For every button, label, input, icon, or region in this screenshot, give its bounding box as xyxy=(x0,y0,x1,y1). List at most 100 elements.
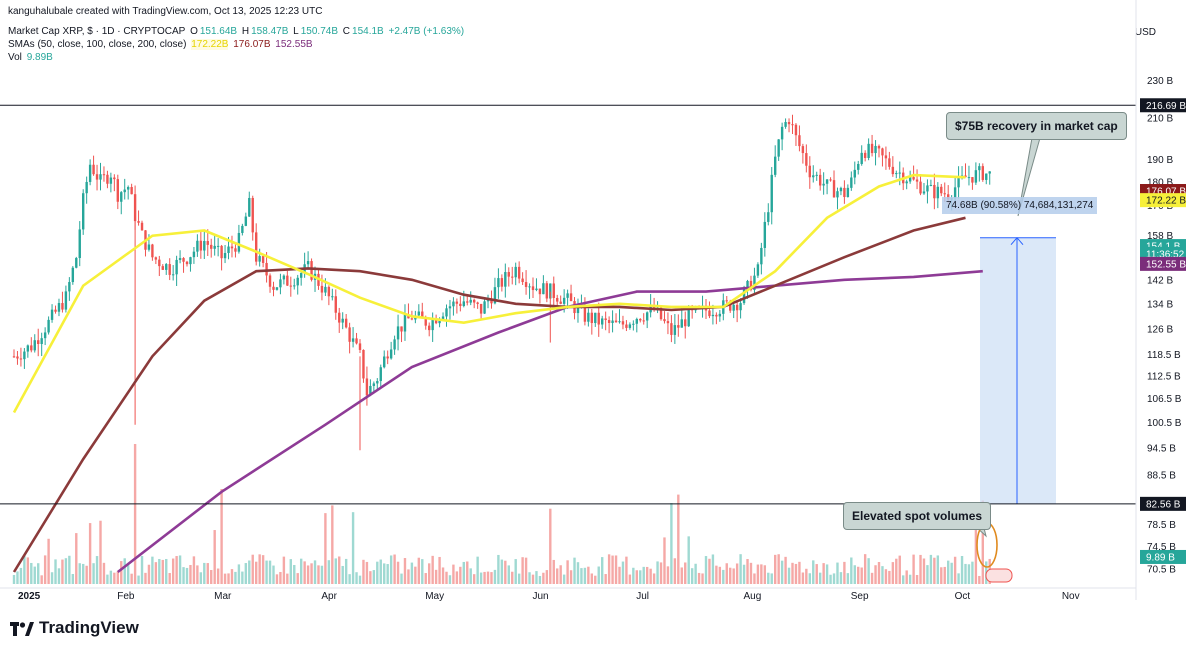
volume-bar xyxy=(794,563,798,584)
candle-body xyxy=(753,275,756,290)
candle-body xyxy=(857,163,860,170)
price-badge-label: 11:36:52 xyxy=(1146,249,1185,260)
candle-body xyxy=(825,179,829,184)
candle-body xyxy=(255,232,258,262)
candle-body xyxy=(182,258,185,262)
volume-bar xyxy=(403,558,407,584)
volume-bar xyxy=(241,571,244,584)
sma-legend[interactable]: SMAs (50, close, 100, close, 200, close)… xyxy=(8,39,315,50)
candle-body xyxy=(611,320,614,323)
vol-label: Vol xyxy=(8,52,22,63)
volume-bar xyxy=(978,575,981,584)
volume-bar xyxy=(50,572,54,584)
candle-body xyxy=(604,318,607,321)
volume-bar xyxy=(711,554,715,584)
candle-body xyxy=(289,285,292,287)
volume-bar xyxy=(203,562,206,584)
volume-bar xyxy=(165,558,168,584)
volume-bar xyxy=(562,574,566,584)
candle-body xyxy=(189,257,192,265)
candle-body xyxy=(915,179,919,182)
candle-body xyxy=(521,278,524,283)
price-badge-label: 172.22 B xyxy=(1146,196,1186,207)
volume-bar xyxy=(151,556,154,584)
volume-bar xyxy=(559,565,562,584)
volume-bar xyxy=(389,555,393,584)
volume-bar xyxy=(614,555,618,584)
volume-bar xyxy=(607,554,611,584)
volume-bar xyxy=(123,558,126,584)
candle-body xyxy=(836,191,839,198)
candle-body xyxy=(718,313,722,317)
volume-bar xyxy=(583,567,587,584)
candle-body xyxy=(725,300,728,302)
volume-bar xyxy=(729,567,732,584)
volume-bar xyxy=(331,505,334,584)
candle-body xyxy=(88,164,92,182)
volume-bar xyxy=(926,565,929,584)
sma100-value: 176.07B xyxy=(233,39,271,50)
volumes-annotation: Elevated spot volumes xyxy=(843,502,992,530)
volume-bar xyxy=(358,575,362,584)
change-value: +2.47B (+1.63%) xyxy=(388,26,465,37)
volume-bar xyxy=(133,444,137,584)
candle-body xyxy=(445,308,448,317)
candle-body xyxy=(82,193,85,230)
candle-body xyxy=(531,286,535,291)
candle-body xyxy=(455,301,459,304)
candle-body xyxy=(881,148,884,156)
candle-body xyxy=(756,264,760,276)
volume-bar xyxy=(971,561,974,584)
candle-body xyxy=(216,245,220,247)
candle-body xyxy=(853,169,856,178)
volume-bar xyxy=(158,558,161,584)
candle-body xyxy=(417,311,421,316)
candle-body xyxy=(590,312,594,324)
candle-body xyxy=(940,186,943,194)
volume-bar xyxy=(960,555,964,584)
volume-bar xyxy=(362,559,365,584)
volume-bar xyxy=(857,566,860,584)
volume-legend[interactable]: Vol 9.89B xyxy=(8,52,55,63)
volume-bar xyxy=(839,572,843,584)
symbol-legend[interactable]: Market Cap XRP, $ · 1D · CRYPTOCAP O 151.… xyxy=(8,26,466,37)
candle-body xyxy=(566,293,569,298)
volume-bar xyxy=(109,570,113,584)
candle-body xyxy=(120,192,123,202)
tradingview-logo[interactable]: TradingView xyxy=(10,618,139,638)
candle-body xyxy=(971,177,974,183)
candle-body xyxy=(33,340,36,351)
volume-bar xyxy=(888,570,891,584)
candle-body xyxy=(265,262,268,276)
candle-body xyxy=(860,152,863,164)
candle-body xyxy=(542,283,545,295)
low-value: 150.74B xyxy=(300,26,338,37)
volume-bar xyxy=(261,555,265,584)
volume-bar xyxy=(282,556,286,584)
sma50-value: 172.22B xyxy=(191,39,229,50)
candle-body xyxy=(614,320,618,323)
volume-bar xyxy=(517,573,521,584)
candle-body xyxy=(178,258,182,260)
volume-bar xyxy=(486,571,490,584)
candle-body xyxy=(68,282,71,292)
candle-body xyxy=(47,319,50,333)
candle-body xyxy=(137,221,140,223)
volume-bar xyxy=(673,558,677,584)
candle-body xyxy=(431,318,434,331)
candle-body xyxy=(639,318,642,321)
candle-body xyxy=(559,301,562,304)
candle-body xyxy=(863,152,867,159)
vol-value: 9.89B xyxy=(26,52,53,63)
volume-bar xyxy=(953,556,957,584)
volume-bar xyxy=(545,570,549,584)
volume-bar xyxy=(687,536,690,584)
y-tick-label: 180 B xyxy=(1147,177,1173,188)
candle-body xyxy=(472,299,476,303)
candle-body xyxy=(870,143,874,154)
volume-bar xyxy=(891,562,895,584)
volume-bar xyxy=(78,563,81,584)
candle-body xyxy=(929,184,933,186)
candle-body xyxy=(663,319,666,322)
